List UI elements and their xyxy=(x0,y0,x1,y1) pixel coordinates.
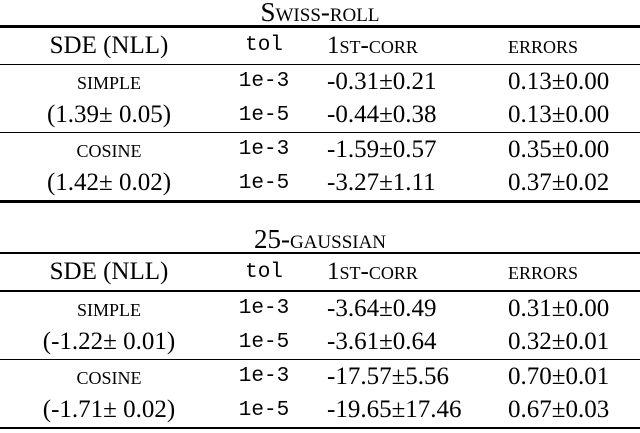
table-group-cosine: cosine 1e-3 -17.57±5.56 0.70±0.01 (-1.71… xyxy=(0,360,640,427)
top-rule xyxy=(0,251,640,255)
sde-name: cosine xyxy=(76,135,142,163)
column-header-tol: tol xyxy=(245,34,283,57)
group-rule xyxy=(0,132,640,134)
table-title: 25-gaussian xyxy=(253,223,387,254)
corr-value: -0.44±0.38 xyxy=(327,101,437,129)
tol-value: 1e-3 xyxy=(238,138,290,162)
group-rule xyxy=(0,358,640,360)
errors-value: 0.70±0.01 xyxy=(508,362,610,390)
corr-value: -1.59±0.57 xyxy=(327,135,437,163)
corr-value: -19.65±17.46 xyxy=(327,396,462,424)
corr-value: -0.31±0.21 xyxy=(327,67,437,95)
top-rule xyxy=(0,25,640,28)
bottom-rule xyxy=(0,200,640,203)
column-header-1st-corr: 1st-corr xyxy=(327,258,418,286)
tol-value: 1e-5 xyxy=(238,398,290,422)
column-header-tol: tol xyxy=(245,260,283,284)
errors-value: 0.32±0.01 xyxy=(508,328,610,356)
column-header-sde-nll: SDE (NLL) xyxy=(49,31,169,59)
errors-value: 0.35±0.00 xyxy=(508,135,610,163)
header-rule xyxy=(0,290,640,292)
column-header-1st-corr: 1st-corr xyxy=(327,31,418,59)
table-group-simple: simple 1e-3 -0.31±0.21 0.13±0.00 (1.39± … xyxy=(0,65,640,132)
swiss-roll-table: Swiss-roll SDE (NLL) tol 1st-corr errors… xyxy=(0,0,640,203)
errors-value: 0.37±0.02 xyxy=(508,169,610,197)
sde-nll: (1.39± 0.05) xyxy=(46,101,172,129)
errors-value: 0.13±0.00 xyxy=(508,101,610,129)
tol-value: 1e-5 xyxy=(238,171,290,195)
gaussian-table: 25-gaussian SDE (NLL) tol 1st-corr error… xyxy=(0,203,640,430)
tol-value: 1e-5 xyxy=(238,330,290,354)
bottom-rule xyxy=(0,426,640,430)
tol-value: 1e-3 xyxy=(238,70,290,94)
errors-value: 0.13±0.00 xyxy=(508,67,610,95)
corr-value: -3.64±0.49 xyxy=(327,294,437,322)
sde-nll: (-1.71± 0.02) xyxy=(42,396,176,424)
column-header-sde-nll: SDE (NLL) xyxy=(49,258,169,286)
sde-name: cosine xyxy=(76,362,142,390)
sde-name: simple xyxy=(76,67,141,95)
tol-value: 1e-3 xyxy=(238,297,290,321)
table-title: Swiss-roll xyxy=(260,0,380,27)
sde-name: simple xyxy=(76,294,141,322)
column-header-errors: errors xyxy=(508,31,579,59)
tol-value: 1e-3 xyxy=(238,365,290,389)
table-group-simple: simple 1e-3 -3.64±0.49 0.31±0.00 (-1.22±… xyxy=(0,292,640,359)
corr-value: -17.57±5.56 xyxy=(327,362,450,390)
column-header-errors: errors xyxy=(508,258,579,286)
sde-nll: (1.42± 0.02) xyxy=(46,169,172,197)
errors-value: 0.31±0.00 xyxy=(508,294,610,322)
sde-nll: (-1.22± 0.01) xyxy=(42,328,176,356)
errors-value: 0.67±0.03 xyxy=(508,396,610,424)
header-row: SDE (NLL) tol 1st-corr errors xyxy=(0,28,640,64)
table-group-cosine: cosine 1e-3 -1.59±0.57 0.35±0.00 (1.42± … xyxy=(0,133,640,200)
corr-value: -3.61±0.64 xyxy=(327,328,437,356)
corr-value: -3.27±1.11 xyxy=(327,169,436,197)
header-rule xyxy=(0,63,640,66)
header-row: SDE (NLL) tol 1st-corr errors xyxy=(0,254,640,290)
tol-value: 1e-5 xyxy=(238,103,290,127)
